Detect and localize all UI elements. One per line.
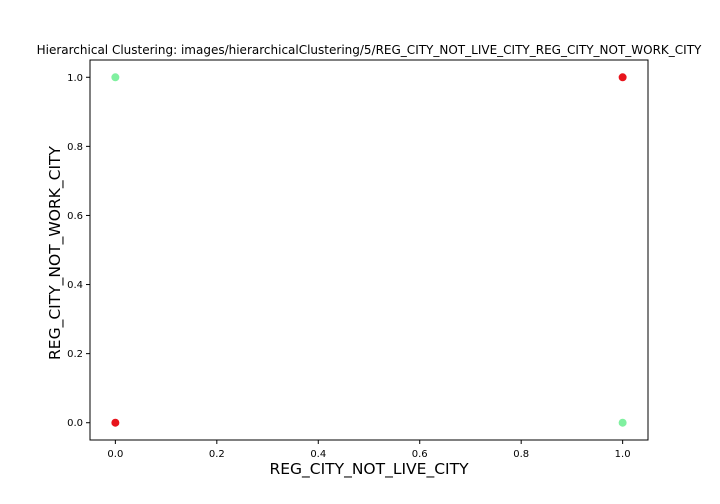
x-tick-label: 0.8 <box>513 449 529 460</box>
y-tick-label: 0.2 <box>67 349 83 360</box>
y-tick-label: 0.4 <box>67 280 83 291</box>
x-axis-title: REG_CITY_NOT_LIVE_CITY <box>269 460 469 479</box>
scatter-point <box>111 418 120 427</box>
y-tick-label: 0.8 <box>67 142 83 153</box>
scatter-point <box>111 73 120 82</box>
data-points <box>111 73 627 427</box>
chart-title: Hierarchical Clustering: images/hierarch… <box>37 43 702 57</box>
y-tick-label: 0.6 <box>67 211 83 222</box>
x-tick-label: 0.0 <box>107 449 123 460</box>
x-tick-label: 0.2 <box>209 449 225 460</box>
scatter-point <box>618 418 627 427</box>
plot-frame <box>89 59 649 441</box>
x-tick-label: 0.4 <box>310 449 326 460</box>
y-axis: 0.0 0.2 0.4 0.6 0.8 1.0 <box>67 73 90 429</box>
x-axis: 0.0 0.2 0.4 0.6 0.8 1.0 <box>107 440 631 460</box>
y-tick-label: 0.0 <box>67 418 83 429</box>
y-tick-label: 1.0 <box>67 73 83 84</box>
x-tick-label: 1.0 <box>615 449 631 460</box>
x-tick-label: 0.6 <box>412 449 428 460</box>
scatter-point <box>618 73 627 82</box>
y-axis-title: REG_CITY_NOT_WORK_CITY <box>46 145 65 359</box>
